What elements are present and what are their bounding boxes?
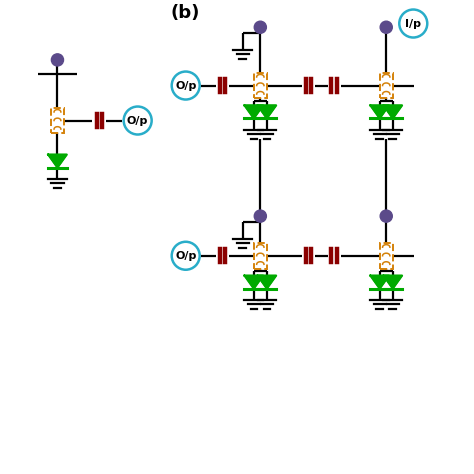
Polygon shape — [370, 105, 389, 118]
Text: O/p: O/p — [127, 116, 148, 126]
Polygon shape — [383, 275, 402, 289]
Circle shape — [254, 210, 266, 222]
Polygon shape — [257, 105, 276, 118]
Text: (b): (b) — [171, 4, 200, 22]
Polygon shape — [370, 275, 389, 289]
Circle shape — [254, 21, 266, 33]
Text: O/p: O/p — [175, 251, 196, 261]
Polygon shape — [257, 275, 276, 289]
Circle shape — [380, 210, 392, 222]
Circle shape — [51, 54, 64, 66]
Polygon shape — [48, 155, 67, 168]
Text: O/p: O/p — [175, 81, 196, 91]
Text: I/p: I/p — [405, 18, 421, 28]
Polygon shape — [245, 275, 263, 289]
Polygon shape — [245, 105, 263, 118]
Circle shape — [380, 21, 392, 33]
Polygon shape — [383, 105, 402, 118]
